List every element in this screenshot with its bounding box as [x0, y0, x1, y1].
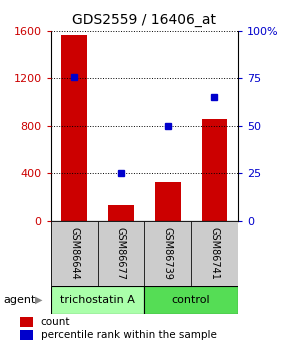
Bar	[51, 221, 97, 286]
Bar	[20, 331, 33, 340]
Bar	[20, 317, 33, 327]
Bar	[144, 221, 191, 286]
Title: GDS2559 / 16406_at: GDS2559 / 16406_at	[72, 13, 216, 27]
Bar	[108, 205, 134, 221]
Bar	[191, 221, 238, 286]
Text: GSM86644: GSM86644	[69, 227, 79, 280]
Text: control: control	[172, 295, 210, 305]
Text: percentile rank within the sample: percentile rank within the sample	[41, 331, 217, 340]
Bar	[144, 286, 238, 314]
Bar	[51, 286, 144, 314]
Bar	[97, 221, 144, 286]
Bar	[155, 182, 180, 221]
Bar	[202, 119, 227, 221]
Text: GSM86741: GSM86741	[209, 227, 220, 280]
Text: agent: agent	[3, 295, 35, 305]
Text: count: count	[41, 317, 70, 327]
Text: ▶: ▶	[35, 295, 43, 305]
Text: trichostatin A: trichostatin A	[60, 295, 135, 305]
Text: GSM86739: GSM86739	[163, 227, 173, 280]
Text: GSM86677: GSM86677	[116, 227, 126, 280]
Bar	[61, 34, 87, 221]
